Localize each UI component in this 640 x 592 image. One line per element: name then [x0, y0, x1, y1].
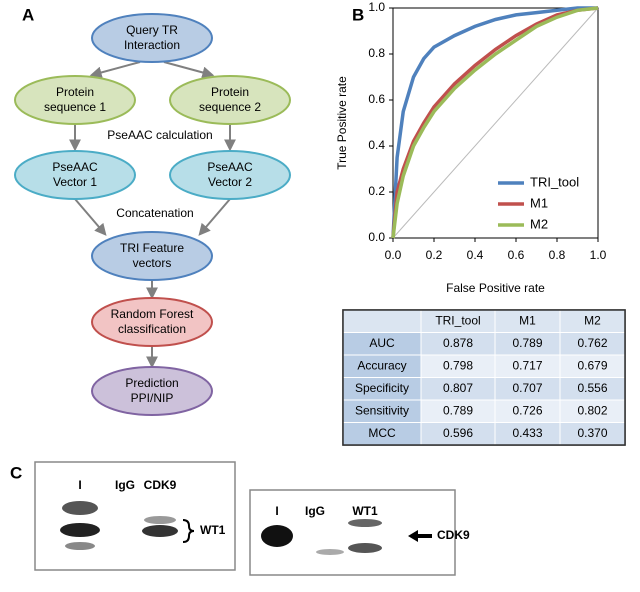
- node-label: Protein: [56, 85, 94, 99]
- flow-node: [91, 297, 213, 347]
- node-label: sequence 1: [44, 100, 106, 114]
- x-tick-label: 0.2: [426, 248, 443, 262]
- panel-label: B: [352, 5, 364, 24]
- cell-text: MCC: [368, 426, 396, 440]
- y-tick-label: 0.0: [368, 230, 385, 244]
- flow-node: [91, 13, 213, 63]
- arrow-icon: [408, 530, 432, 542]
- edge-label: PseAAC calculation: [107, 128, 212, 142]
- node-label: Query TR: [126, 23, 178, 37]
- cell-text: 0.717: [512, 358, 542, 372]
- node-label: sequence 2: [199, 100, 261, 114]
- cell-text: AUC: [369, 336, 395, 350]
- node-label: Random Forest: [111, 307, 194, 321]
- x-axis-label: False Positive rate: [446, 281, 545, 295]
- cell-text: 0.556: [577, 381, 607, 395]
- cell-text: 0.762: [577, 336, 607, 350]
- lane-label: I: [275, 504, 278, 518]
- node-label: Interaction: [124, 38, 180, 52]
- series-line: [391, 6, 598, 239]
- y-tick-label: 0.2: [368, 184, 385, 198]
- series-line: [391, 6, 599, 239]
- cell-text: Accuracy: [357, 358, 406, 372]
- flow-node: [14, 150, 136, 200]
- node-label: PPI/NIP: [131, 391, 174, 405]
- series-line: [391, 6, 599, 239]
- lane-label: IgG: [115, 478, 135, 492]
- bracket: [182, 519, 195, 543]
- flow-node: [91, 366, 213, 416]
- y-tick-label: 0.4: [368, 138, 385, 152]
- header-cell: [342, 309, 422, 333]
- y-tick-label: 0.8: [368, 46, 385, 60]
- legend-label: M1: [530, 195, 548, 210]
- edge-label: Concatenation: [116, 206, 193, 220]
- node-label: Protein: [211, 85, 249, 99]
- cell-text: 0.878: [443, 336, 473, 350]
- node-label: classification: [118, 322, 186, 336]
- cell-text: 0.707: [512, 381, 542, 395]
- flow-node: [169, 150, 291, 200]
- node-label: Prediction: [125, 376, 178, 390]
- diagonal: [392, 7, 599, 239]
- cell-text: 0.370: [577, 426, 607, 440]
- flow-node: [91, 231, 213, 281]
- lane-label: I: [78, 478, 81, 492]
- flow-node: [14, 75, 136, 125]
- y-tick-label: 0.6: [368, 92, 385, 106]
- x-tick-label: 0.6: [508, 248, 525, 262]
- target-label: WT1: [200, 523, 226, 537]
- cell-text: Specificity: [355, 381, 409, 395]
- cell-text: 0.433: [512, 426, 542, 440]
- lane-label: IgG: [305, 504, 325, 518]
- legend-label: M2: [530, 216, 548, 231]
- cell-text: 0.726: [512, 403, 542, 417]
- x-tick-label: 1.0: [590, 248, 607, 262]
- y-axis-label: True Positive rate: [335, 76, 349, 170]
- node-label: PseAAC: [52, 160, 98, 174]
- lane-label: CDK9: [144, 478, 177, 492]
- x-tick-label: 0.0: [385, 248, 402, 262]
- header-text: M1: [519, 313, 536, 327]
- flow-node: [169, 75, 291, 125]
- cell-text: 0.789: [512, 336, 542, 350]
- target-label: CDK9: [437, 528, 470, 542]
- cell-text: 0.596: [443, 426, 473, 440]
- header-text: TRI_tool: [435, 313, 480, 327]
- node-label: Vector 1: [53, 175, 97, 189]
- cell-text: 0.807: [443, 381, 473, 395]
- panel-label: C: [10, 463, 22, 482]
- cell-text: Sensitivity: [355, 403, 409, 417]
- header-text: M2: [584, 313, 601, 327]
- node-label: TRI Feature: [120, 241, 184, 255]
- table-border: [342, 309, 626, 446]
- panel-label: A: [22, 5, 34, 24]
- plot-frame: [392, 7, 599, 239]
- lane-label: WT1: [352, 504, 378, 518]
- blot-bands: [60, 501, 382, 555]
- arrows: [69, 61, 236, 369]
- node-label: PseAAC: [207, 160, 253, 174]
- cell-text: 0.802: [577, 403, 607, 417]
- cell-text: 0.789: [443, 403, 473, 417]
- cell-text: 0.798: [443, 358, 473, 372]
- legend-label: TRI_tool: [530, 174, 579, 189]
- x-tick-label: 0.4: [467, 248, 484, 262]
- blot-frame: [34, 461, 236, 571]
- y-tick-label: 1.0: [368, 0, 385, 14]
- x-tick-label: 0.8: [549, 248, 566, 262]
- cell-text: 0.679: [577, 358, 607, 372]
- node-label: Vector 2: [208, 175, 252, 189]
- node-label: vectors: [133, 256, 172, 270]
